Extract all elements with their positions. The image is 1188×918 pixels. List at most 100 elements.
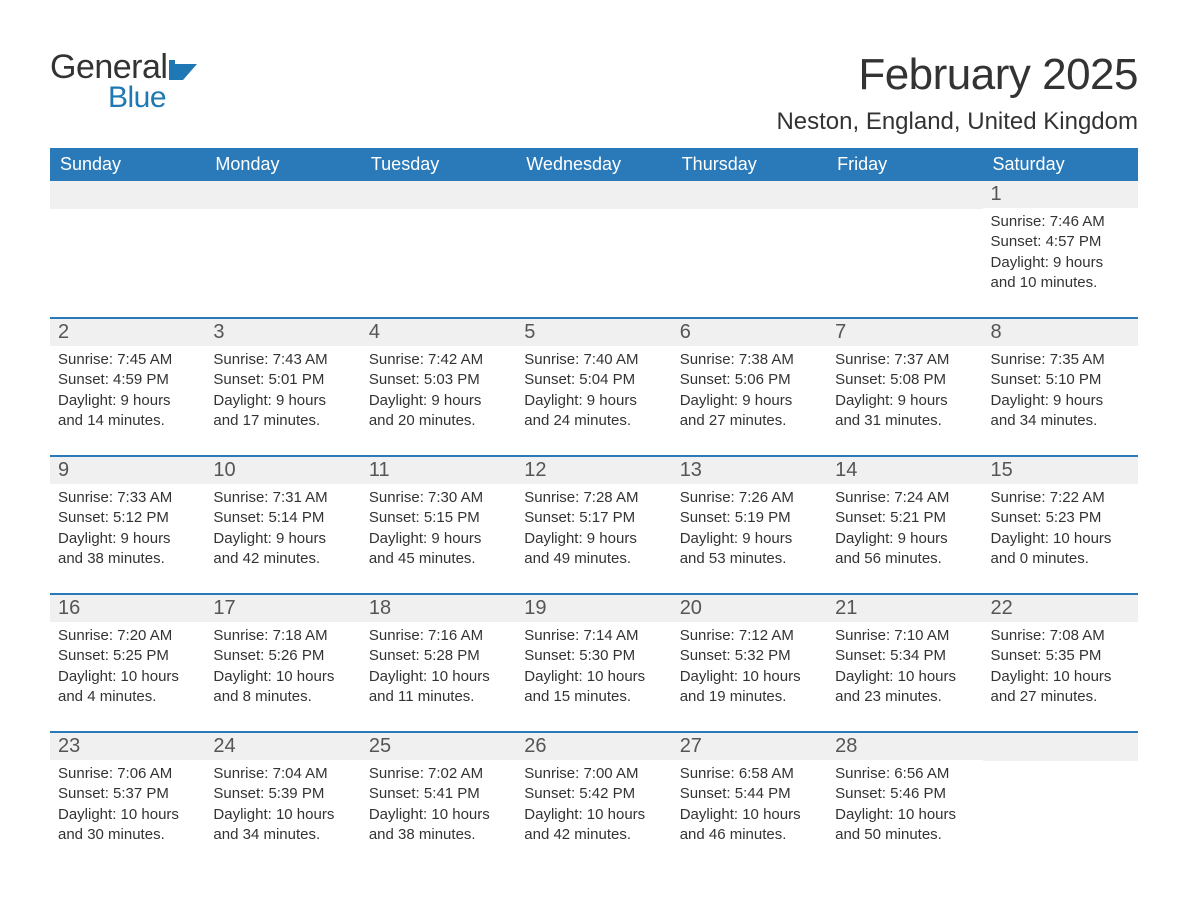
- day-details: Sunrise: 7:06 AMSunset: 5:37 PMDaylight:…: [50, 760, 205, 845]
- sunset-line: Sunset: 5:46 PM: [835, 784, 974, 804]
- day-number: 27: [672, 733, 827, 760]
- day-details: Sunrise: 7:12 AMSunset: 5:32 PMDaylight:…: [672, 622, 827, 707]
- day-details: Sunrise: 7:26 AMSunset: 5:19 PMDaylight:…: [672, 484, 827, 569]
- sunset-line: Sunset: 5:12 PM: [58, 508, 197, 528]
- month-title: February 2025: [776, 50, 1138, 100]
- sunset-line: Sunset: 5:34 PM: [835, 646, 974, 666]
- day-details: Sunrise: 7:14 AMSunset: 5:30 PMDaylight:…: [516, 622, 671, 707]
- daylight-line-b: and 38 minutes.: [58, 549, 197, 569]
- daylight-line-b: and 20 minutes.: [369, 411, 508, 431]
- sunset-line: Sunset: 5:08 PM: [835, 370, 974, 390]
- day-number: 24: [205, 733, 360, 760]
- day-cell: 14Sunrise: 7:24 AMSunset: 5:21 PMDayligh…: [827, 456, 982, 594]
- day-cell: 20Sunrise: 7:12 AMSunset: 5:32 PMDayligh…: [672, 594, 827, 732]
- day-number: 11: [361, 457, 516, 484]
- daylight-line-a: Daylight: 9 hours: [369, 391, 508, 411]
- day-cell: 13Sunrise: 7:26 AMSunset: 5:19 PMDayligh…: [672, 456, 827, 594]
- weekday-header: Monday: [205, 148, 360, 181]
- daylight-line-a: Daylight: 9 hours: [680, 529, 819, 549]
- sunset-line: Sunset: 5:41 PM: [369, 784, 508, 804]
- day-number: 13: [672, 457, 827, 484]
- daylight-line-a: Daylight: 9 hours: [835, 529, 974, 549]
- sunrise-line: Sunrise: 7:08 AM: [991, 626, 1130, 646]
- sunset-line: Sunset: 5:30 PM: [524, 646, 663, 666]
- daylight-line-b: and 27 minutes.: [991, 687, 1130, 707]
- day-cell: [672, 181, 827, 318]
- daylight-line-b: and 17 minutes.: [213, 411, 352, 431]
- weekday-header: Thursday: [672, 148, 827, 181]
- sunrise-line: Sunrise: 7:28 AM: [524, 488, 663, 508]
- weekday-header: Wednesday: [516, 148, 671, 181]
- sunrise-line: Sunrise: 7:18 AM: [213, 626, 352, 646]
- day-cell: 24Sunrise: 7:04 AMSunset: 5:39 PMDayligh…: [205, 732, 360, 869]
- day-number: 16: [50, 595, 205, 622]
- day-cell: 28Sunrise: 6:56 AMSunset: 5:46 PMDayligh…: [827, 732, 982, 869]
- weekday-header: Saturday: [983, 148, 1138, 181]
- day-number: 9: [50, 457, 205, 484]
- day-number: 17: [205, 595, 360, 622]
- daylight-line-a: Daylight: 10 hours: [369, 667, 508, 687]
- sunset-line: Sunset: 5:04 PM: [524, 370, 663, 390]
- sunset-line: Sunset: 5:28 PM: [369, 646, 508, 666]
- sunset-line: Sunset: 4:59 PM: [58, 370, 197, 390]
- day-cell: 5Sunrise: 7:40 AMSunset: 5:04 PMDaylight…: [516, 318, 671, 456]
- sunset-line: Sunset: 5:15 PM: [369, 508, 508, 528]
- daylight-line-b: and 38 minutes.: [369, 825, 508, 845]
- sunset-line: Sunset: 5:10 PM: [991, 370, 1130, 390]
- daylight-line-b: and 42 minutes.: [524, 825, 663, 845]
- daylight-line-b: and 11 minutes.: [369, 687, 508, 707]
- day-number: 2: [50, 319, 205, 346]
- day-cell: 18Sunrise: 7:16 AMSunset: 5:28 PMDayligh…: [361, 594, 516, 732]
- sunrise-line: Sunrise: 7:06 AM: [58, 764, 197, 784]
- day-details: Sunrise: 7:00 AMSunset: 5:42 PMDaylight:…: [516, 760, 671, 845]
- daylight-line-a: Daylight: 10 hours: [680, 667, 819, 687]
- sunset-line: Sunset: 5:35 PM: [991, 646, 1130, 666]
- sunrise-line: Sunrise: 7:42 AM: [369, 350, 508, 370]
- daylight-line-b: and 19 minutes.: [680, 687, 819, 707]
- day-number: [50, 181, 205, 209]
- day-number: 19: [516, 595, 671, 622]
- day-number: 5: [516, 319, 671, 346]
- week-row: 1Sunrise: 7:46 AMSunset: 4:57 PMDaylight…: [50, 181, 1138, 318]
- daylight-line-b: and 46 minutes.: [680, 825, 819, 845]
- daylight-line-a: Daylight: 9 hours: [213, 529, 352, 549]
- week-row: 2Sunrise: 7:45 AMSunset: 4:59 PMDaylight…: [50, 318, 1138, 456]
- sunset-line: Sunset: 5:25 PM: [58, 646, 197, 666]
- sunset-line: Sunset: 5:32 PM: [680, 646, 819, 666]
- day-details: Sunrise: 6:56 AMSunset: 5:46 PMDaylight:…: [827, 760, 982, 845]
- daylight-line-a: Daylight: 9 hours: [680, 391, 819, 411]
- sunrise-line: Sunrise: 7:37 AM: [835, 350, 974, 370]
- daylight-line-a: Daylight: 9 hours: [835, 391, 974, 411]
- day-details: Sunrise: 7:18 AMSunset: 5:26 PMDaylight:…: [205, 622, 360, 707]
- sunset-line: Sunset: 5:26 PM: [213, 646, 352, 666]
- sunset-line: Sunset: 5:17 PM: [524, 508, 663, 528]
- daylight-line-b: and 23 minutes.: [835, 687, 974, 707]
- day-cell: 17Sunrise: 7:18 AMSunset: 5:26 PMDayligh…: [205, 594, 360, 732]
- daylight-line-a: Daylight: 10 hours: [58, 667, 197, 687]
- day-details: Sunrise: 7:35 AMSunset: 5:10 PMDaylight:…: [983, 346, 1138, 431]
- daylight-line-a: Daylight: 10 hours: [213, 805, 352, 825]
- day-number: 10: [205, 457, 360, 484]
- daylight-line-b: and 31 minutes.: [835, 411, 974, 431]
- sunset-line: Sunset: 5:42 PM: [524, 784, 663, 804]
- daylight-line-a: Daylight: 9 hours: [58, 391, 197, 411]
- flag-icon: [169, 54, 203, 90]
- daylight-line-a: Daylight: 10 hours: [213, 667, 352, 687]
- sunrise-line: Sunrise: 7:00 AM: [524, 764, 663, 784]
- daylight-line-b: and 14 minutes.: [58, 411, 197, 431]
- daylight-line-a: Daylight: 9 hours: [991, 253, 1130, 273]
- day-cell: [516, 181, 671, 318]
- sunrise-line: Sunrise: 7:20 AM: [58, 626, 197, 646]
- daylight-line-a: Daylight: 9 hours: [524, 391, 663, 411]
- daylight-line-a: Daylight: 9 hours: [369, 529, 508, 549]
- day-details: Sunrise: 7:43 AMSunset: 5:01 PMDaylight:…: [205, 346, 360, 431]
- weekday-header: Sunday: [50, 148, 205, 181]
- daylight-line-b: and 50 minutes.: [835, 825, 974, 845]
- sunrise-line: Sunrise: 7:43 AM: [213, 350, 352, 370]
- sunrise-line: Sunrise: 7:33 AM: [58, 488, 197, 508]
- day-details: Sunrise: 7:16 AMSunset: 5:28 PMDaylight:…: [361, 622, 516, 707]
- sunset-line: Sunset: 5:23 PM: [991, 508, 1130, 528]
- sunset-line: Sunset: 5:14 PM: [213, 508, 352, 528]
- sunrise-line: Sunrise: 7:22 AM: [991, 488, 1130, 508]
- day-cell: [827, 181, 982, 318]
